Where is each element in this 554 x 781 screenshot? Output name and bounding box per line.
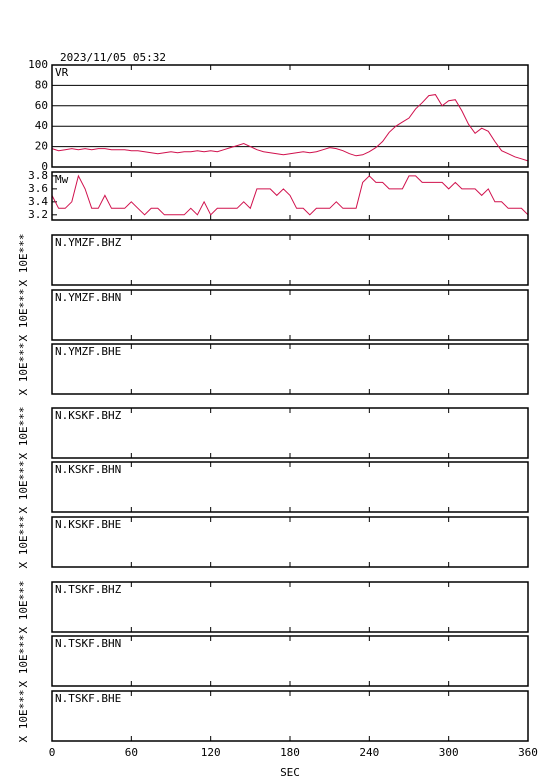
y-tick-label: 80 bbox=[35, 78, 48, 91]
panel-label: N.YMZF.BHN bbox=[55, 291, 121, 304]
panel-frame bbox=[51, 234, 529, 286]
panel-frame bbox=[51, 516, 529, 568]
x-tick-label: 0 bbox=[49, 746, 56, 759]
panel-frame bbox=[51, 581, 529, 633]
y-tick-label: 3.8 bbox=[28, 169, 48, 182]
y-axis-label: X 10E*** bbox=[17, 516, 30, 569]
panel-frame bbox=[51, 343, 529, 395]
panel-frame bbox=[51, 64, 529, 168]
panel-frame bbox=[51, 171, 529, 221]
y-axis-label: X 10E*** bbox=[17, 234, 30, 287]
panel-label: Mw bbox=[55, 173, 69, 186]
panel-label: N.YMZF.BHZ bbox=[55, 236, 122, 249]
panel-label: N.KSKF.BHN bbox=[55, 463, 121, 476]
x-tick-label: 120 bbox=[201, 746, 221, 759]
chart-title: 2023/11/05 05:32 bbox=[60, 51, 166, 64]
data-line bbox=[51, 94, 529, 162]
y-axis-label: X 10E*** bbox=[17, 343, 30, 396]
panel-label: VR bbox=[55, 66, 69, 79]
y-tick-label: 3.4 bbox=[28, 195, 48, 208]
panel-frame bbox=[51, 461, 529, 513]
x-tick-label: 60 bbox=[125, 746, 138, 759]
x-tick-label: 180 bbox=[280, 746, 300, 759]
x-axis-label: SEC bbox=[280, 766, 300, 779]
panel-label: N.TSKF.BHE bbox=[55, 692, 121, 705]
y-axis-label: X 10E*** bbox=[17, 461, 30, 514]
y-axis-label: X 10E*** bbox=[17, 289, 30, 342]
x-tick-label: 360 bbox=[518, 746, 538, 759]
panel-frame bbox=[51, 407, 529, 459]
y-tick-label: 3.2 bbox=[28, 208, 48, 221]
panel-label: N.KSKF.BHZ bbox=[55, 409, 122, 422]
panel-label: N.TSKF.BHN bbox=[55, 637, 121, 650]
panel-frame bbox=[51, 289, 529, 341]
panel-label: N.KSKF.BHE bbox=[55, 518, 121, 531]
y-tick-label: 0 bbox=[41, 160, 48, 173]
y-tick-label: 20 bbox=[35, 140, 48, 153]
panel-label: N.YMZF.BHE bbox=[55, 345, 121, 358]
y-axis-label: X 10E*** bbox=[17, 635, 30, 688]
panel-label: N.TSKF.BHZ bbox=[55, 583, 122, 596]
y-tick-label: 3.6 bbox=[28, 182, 48, 195]
y-axis-label: X 10E*** bbox=[17, 581, 30, 634]
panel-frame bbox=[51, 635, 529, 687]
data-line bbox=[51, 174, 529, 216]
y-axis-label: X 10E*** bbox=[17, 690, 30, 743]
panel-frame bbox=[51, 690, 529, 742]
y-tick-label: 40 bbox=[35, 119, 48, 132]
y-tick-label: 60 bbox=[35, 99, 48, 112]
y-axis-label: X 10E*** bbox=[17, 407, 30, 460]
x-tick-label: 240 bbox=[359, 746, 379, 759]
x-tick-label: 300 bbox=[439, 746, 459, 759]
y-tick-label: 100 bbox=[28, 58, 48, 71]
